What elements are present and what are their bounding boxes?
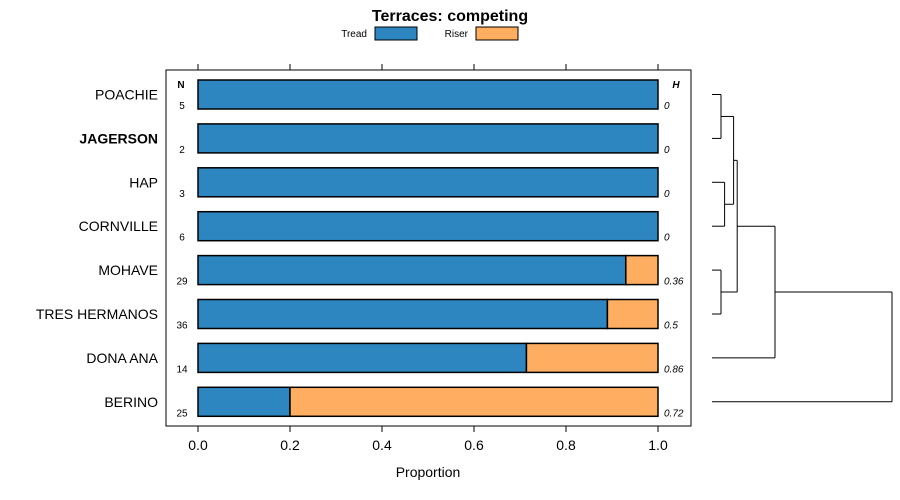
chart-title: Terraces: competing [372,8,528,25]
row-label: CORNVILLE [79,218,158,234]
n-value: 6 [179,233,185,244]
legend: Tread Riser [341,26,519,41]
n-value: 14 [176,364,188,375]
plot-frame [165,69,692,427]
bar-segment-tread [197,79,659,110]
bar-segment-tread [197,123,659,154]
bar-segment-tread [197,254,627,286]
h-value: 0.5 [664,321,678,332]
bar-segment-riser [525,342,659,374]
bar-segment-tread [197,298,609,330]
h-value: 0 [664,101,670,112]
h-value: 0 [664,189,670,200]
bar-segment-tread [197,210,659,242]
n-value: 29 [176,277,188,288]
row-label: JAGERSON [79,130,158,146]
h-column-header: H [672,80,680,91]
row-label: BERINO [104,394,158,410]
h-value: 0 [664,233,670,244]
bar-segment-tread [197,167,659,198]
row-label: HAP [129,174,158,190]
h-value: 0 [664,145,670,156]
x-tick-label: 0.4 [372,437,392,453]
bar-rows: POACHIE 5 0 JAGERSON 2 0 HAP 3 0 CORNVILLE 6 0 MOHAV… [36,79,684,419]
legend-label-tread: Tread [341,29,367,40]
row-label: DONA ANA [86,350,158,366]
n-value: 2 [179,145,185,156]
x-axis: 0.0 0.2 0.4 0.6 0.8 1.0 [188,64,668,453]
n-value: 5 [179,101,185,112]
bar-segment-riser [625,254,659,286]
n-column-header: N [177,80,184,91]
h-value: 0.86 [664,364,684,375]
row-label: TRES HERMANOS [36,306,158,322]
n-value: 25 [176,408,188,419]
x-axis-title: Proportion [396,464,461,480]
n-value: 36 [176,321,188,332]
n-value: 3 [179,189,185,200]
x-tick-label: 0.8 [556,437,576,453]
legend-swatch-riser [475,26,519,41]
h-value: 0.36 [664,277,684,288]
x-tick-label: 0.6 [464,437,484,453]
bar-segment-tread [197,386,291,418]
h-value: 0.72 [664,408,684,419]
row-label: MOHAVE [98,262,158,278]
bar-segment-riser [606,298,659,330]
legend-label-riser: Riser [445,29,469,40]
bar-segment-riser [289,386,659,418]
dendrogram [712,94,893,403]
x-tick-label: 1.0 [648,437,668,453]
x-tick-label: 0.2 [280,437,300,453]
legend-swatch-tread [374,26,418,41]
x-tick-label: 0.0 [188,437,208,453]
row-label: POACHIE [95,87,158,103]
bar-segment-tread [197,342,528,374]
